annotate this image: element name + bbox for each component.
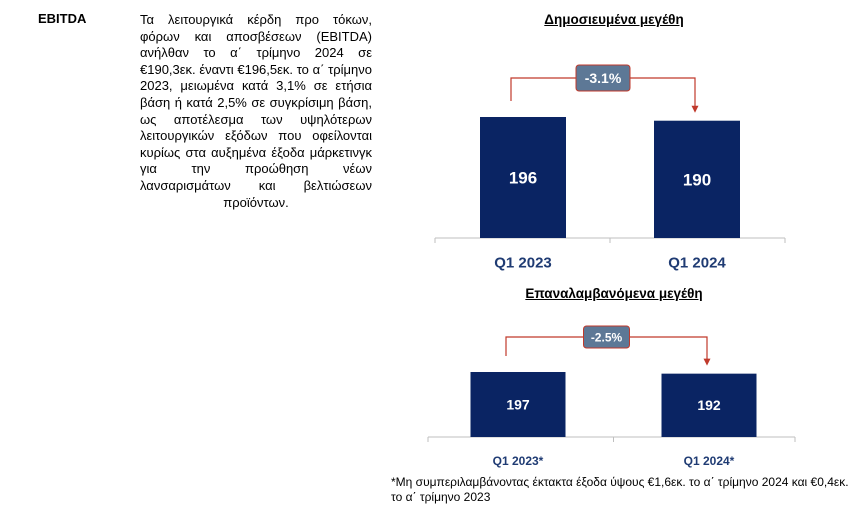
chart-1-arrow-head: [691, 105, 699, 113]
chart-2-bar-2: [661, 373, 757, 437]
chart-2-category-label-1: Q1 2023*: [493, 454, 544, 468]
chart-2-arrow-head: [703, 358, 711, 366]
section-label: EBITDA: [38, 11, 87, 26]
chart-2-data-label-1: 197: [506, 396, 530, 412]
chart-1-data-label-2: 190: [683, 170, 711, 189]
chart-2-bar-1: [470, 372, 566, 437]
chart-1-change-label: -3.1%: [585, 70, 622, 86]
description-paragraph: Τα λειτουργικά κέρδη προ τόκων, φόρων κα…: [140, 12, 372, 210]
chart-1-bar-1: [480, 117, 566, 238]
chart-2-category-label-2: Q1 2024*: [684, 454, 735, 468]
chart-2-change-label: -2.5%: [591, 330, 623, 344]
chart-1-category-label-1: Q1 2023: [494, 254, 552, 271]
chart-2-change-badge: [583, 325, 630, 349]
chart-1-change-badge: [575, 64, 631, 92]
chart-title-recurring: Επαναλαμβανόμενα μεγέθη: [525, 286, 703, 301]
footnote: *Μη συμπεριλαμβάνοντας έκτακτα έξοδα ύψο…: [391, 475, 849, 504]
chart-1-bar-2: [654, 120, 740, 238]
chart-1-category-label-2: Q1 2024: [668, 254, 726, 271]
chart-1-data-label-1: 196: [509, 168, 537, 187]
chart-2-data-label-2: 192: [697, 397, 721, 413]
chart-title-reported: Δημοσιευμένα μεγέθη: [544, 12, 684, 27]
